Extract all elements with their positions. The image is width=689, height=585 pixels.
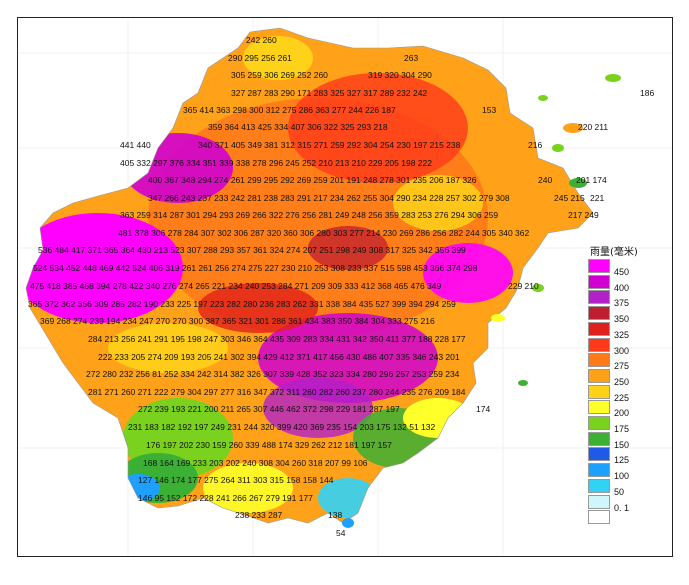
legend-label: 200: [614, 408, 630, 419]
station-value-row: 524 534 452 448 469 442 524 406 319 261 …: [33, 263, 478, 273]
station-value-row: 146 95 152 172 228 241 266 267 279 191 1…: [138, 493, 313, 503]
station-value-row: 54: [336, 528, 346, 538]
station-value-row: 305 259 306 269 252 260: [231, 70, 328, 80]
station-value-row: 174: [476, 404, 490, 414]
station-value-row: 272 239 193 221 200 211 265 307 446 462 …: [138, 404, 400, 414]
legend-swatch: [588, 290, 610, 305]
station-value-row: 347 266 243 237 233 242 281 238 283 291 …: [148, 193, 510, 203]
station-value-row: 240: [538, 175, 552, 185]
station-value-row: 319 320 304 290: [368, 70, 432, 80]
station-value-row: 216: [528, 140, 542, 150]
station-value-row: 272 280 232 256 81 252 334 242 314 382 3…: [86, 369, 460, 379]
station-value-row: 229 210: [508, 281, 539, 291]
legend-swatch: [588, 463, 610, 478]
station-value-row: 327 287 283 290 171 283 325 327 317 289 …: [231, 88, 427, 98]
station-value-row: 231 183 182 192 197 249 231 244 320 399 …: [128, 422, 436, 432]
legend-label: 400: [614, 282, 630, 293]
station-value-row: 475 418 385 468 394 278 422 340 276 274 …: [30, 281, 441, 291]
station-value-row: 284 213 256 241 291 195 198 247 303 346 …: [88, 334, 466, 344]
legend-title: 雨量(毫米): [590, 247, 638, 258]
legend-label: 125: [614, 455, 630, 466]
legend: 雨量(毫米) 450 400 375 350 325 300 275 250 225 200 175…: [586, 243, 666, 543]
station-value-row: 201 174: [576, 175, 607, 185]
legend-swatch: [588, 321, 610, 336]
legend-label: 175: [614, 424, 630, 434]
station-value-row: 168 164 169 233 203 202 240 308 304 260 …: [143, 458, 368, 468]
station-value-row: 340 371 405 349 381 312 315 271 259 292 …: [198, 140, 461, 150]
station-value-row: 186: [640, 88, 654, 98]
legend-swatch: [588, 368, 610, 383]
station-labels: 242 260 290 295 256 261 263 305 259 306 269…: [28, 35, 654, 538]
station-value-row: 441 440: [120, 140, 151, 150]
station-value-row: 242 260: [246, 35, 277, 45]
legend-swatch: [588, 306, 610, 321]
legend-swatch: [588, 353, 610, 368]
station-value-row: 363 259 314 287 301 294 293 269 266 322 …: [120, 210, 498, 220]
legend-label: 325: [614, 329, 630, 340]
legend-swatch: [588, 259, 610, 273]
legend-label: 150: [614, 439, 630, 450]
legend-label: 100: [614, 471, 630, 482]
legend-swatch: [588, 431, 610, 446]
station-value-row: 222 233 205 274 209 193 205 241 302 394 …: [98, 352, 460, 362]
legend-label: 50: [614, 486, 625, 497]
legend-label: 250: [614, 376, 630, 387]
station-value-row: 281 271 260 271 222 279 304 297 277 316 …: [88, 387, 466, 397]
station-value-row: 127 146 174 177 275 264 311 303 315 158 …: [138, 475, 334, 485]
legend-label: 350: [614, 314, 630, 325]
legend-label: 375: [614, 298, 630, 309]
map-frame: 242 260 290 295 256 261 263 305 259 306 269…: [17, 17, 673, 557]
legend-label: 450: [614, 267, 630, 277]
legend-label: 275: [614, 361, 630, 372]
legend-swatch: [588, 274, 610, 289]
station-value-row: 245 215: [554, 193, 585, 203]
station-value-row: 176 197 202 230 159 260 339 488 174 329 …: [146, 440, 392, 450]
station-value-row: 138: [328, 510, 342, 520]
station-value-row: 369 268 274 239 194 234 247 270 270 300 …: [40, 316, 435, 326]
station-value-row: 290 295 256 261: [228, 53, 292, 63]
legend-swatch: [588, 337, 610, 352]
legend-swatch: [588, 384, 610, 399]
station-value-row: 263: [404, 53, 418, 63]
station-value-row: 365 414 363 298 300 312 275 286 363 277 …: [183, 105, 396, 115]
legend-swatch: [588, 494, 610, 509]
legend-label: 300: [614, 345, 630, 356]
station-value-row: 217 249: [568, 210, 599, 220]
rainfall-map: 242 260 290 295 256 261 263 305 259 306 269…: [18, 18, 672, 556]
legend-swatch: [588, 478, 610, 493]
islands: [342, 74, 621, 528]
station-value-row: 221: [590, 193, 604, 203]
province-outline: [25, 27, 594, 524]
legend-swatch: [588, 447, 610, 462]
station-value-row: 365 372 362 356 309 285 282 190 233 225 …: [28, 299, 456, 309]
station-value-row: 238 233 287: [235, 510, 283, 520]
station-value-row: 400 367 348 294 274 261 299 295 292 269 …: [148, 175, 477, 185]
legend-swatch: [588, 416, 610, 430]
station-value-row: 220 211: [578, 122, 608, 132]
legend-swatch: [588, 510, 610, 525]
legend-swatch: [588, 400, 610, 415]
station-value-row: 481 378 306 278 284 307 302 306 287 320 …: [118, 228, 529, 238]
station-value-row: 405 332 297 376 334 351 339 338 278 296 …: [120, 158, 432, 168]
legend-label: 0. 1: [614, 502, 630, 513]
station-value-row: 359 364 413 425 334 407 306 322 325 293 …: [208, 122, 388, 132]
station-value-row: 536 484 417 371 365 364 430 213 523 307 …: [38, 245, 466, 255]
legend-label: 225: [614, 392, 630, 403]
station-value-row: 153: [482, 105, 496, 115]
